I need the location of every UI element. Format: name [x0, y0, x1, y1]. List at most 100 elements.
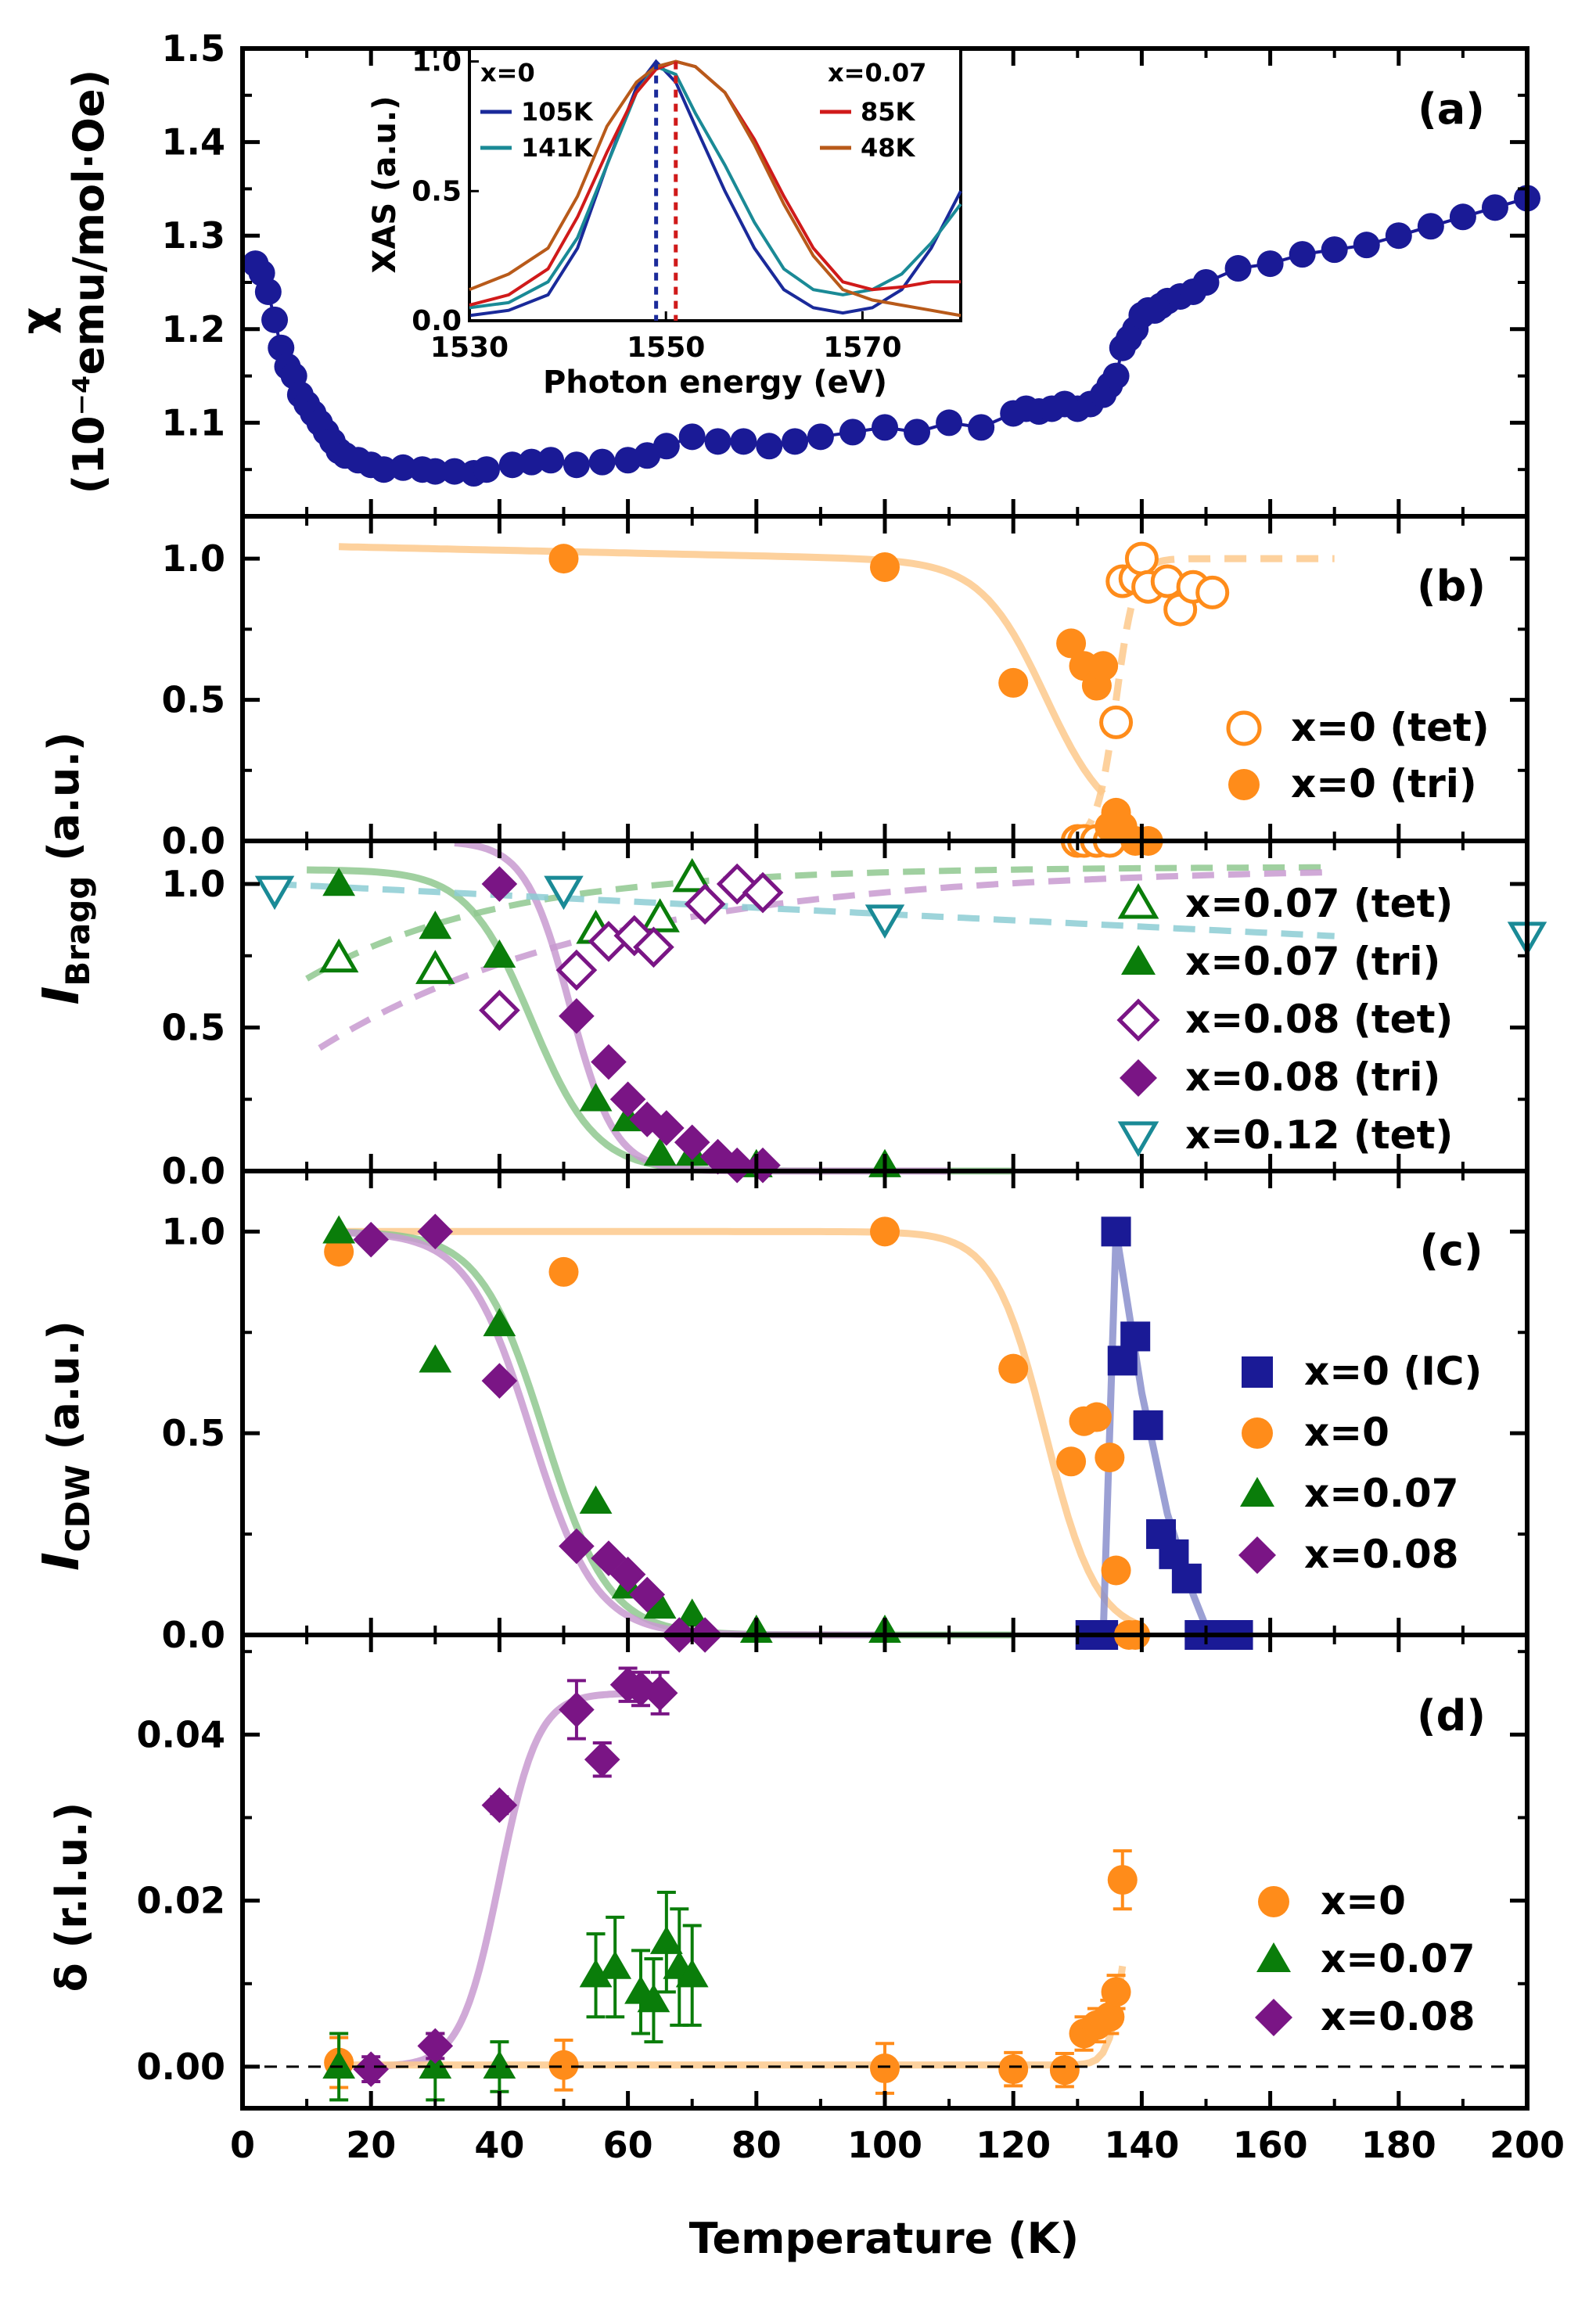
chi-point [756, 433, 783, 460]
x-tick-label: 0 [230, 2124, 255, 2166]
x-tick-label: 180 [1361, 2124, 1436, 2166]
data-point-shape [998, 1353, 1029, 1384]
data-point-shape [417, 2028, 454, 2064]
legend-marker [1117, 1121, 1159, 1157]
data-point-shape [609, 1556, 646, 1593]
data-point [684, 883, 726, 925]
chi-point-shape [1353, 232, 1380, 259]
data-point-shape [559, 1528, 595, 1565]
data-point-shape [1101, 1216, 1131, 1247]
data-point [548, 1256, 579, 1287]
legend-label: x=0 [1304, 1410, 1389, 1455]
data-point-shape [870, 552, 900, 582]
data-point [1101, 1555, 1131, 1586]
legend-label: x=0.07 (tri) [1185, 939, 1440, 984]
data-point [675, 1598, 709, 1627]
chi-point-shape [872, 414, 898, 441]
data-point [649, 1110, 685, 1146]
data-point [864, 904, 905, 939]
data-point [642, 1675, 678, 1712]
data-point-shape [1056, 1446, 1087, 1477]
data-point [649, 1925, 683, 1954]
fit-x0-tri-line [338, 543, 1106, 796]
chi-point [839, 419, 866, 446]
panel-b-label: (b) [1417, 562, 1486, 611]
data-point [548, 2050, 579, 2080]
data-point-shape [419, 911, 452, 940]
inset-y-tick-label: 0.0 [412, 305, 462, 337]
data-point-shape [1095, 1443, 1125, 1473]
chi-point [652, 433, 680, 460]
chi-point-shape [473, 456, 500, 483]
legend-label: x=0.07 (tet) [1185, 881, 1453, 926]
x-tick-label: 120 [976, 2124, 1051, 2166]
chi-point [518, 448, 545, 476]
legend-marker-shape [1242, 1417, 1273, 1449]
data-point [548, 544, 579, 574]
chi-point-shape [730, 428, 757, 455]
legend-marker [1242, 1417, 1273, 1449]
data-point [483, 1308, 516, 1337]
fit-cdw-x0-line [339, 1227, 1144, 1629]
chi-point [390, 454, 417, 481]
fit-curves [253, 196, 1528, 2070]
data-point-shape [548, 2050, 579, 2080]
data-point-shape [640, 898, 680, 932]
data-point-shape [1195, 575, 1230, 609]
data-point [998, 2054, 1029, 2085]
legend-marker-shape [1226, 710, 1262, 746]
data-point [1095, 2002, 1125, 2032]
data-point [1124, 541, 1159, 576]
y-tick-label: 0.0 [162, 1614, 226, 1656]
chi-point-shape [1192, 269, 1220, 296]
legend-marker [1238, 1536, 1276, 1574]
chi-point-shape [1289, 241, 1316, 268]
chi-point-shape [518, 448, 545, 476]
data-marks [242, 185, 1547, 2102]
legend-marker [1226, 710, 1262, 746]
y-tick-label: 0.5 [162, 1007, 226, 1049]
chi-point-shape [839, 419, 866, 446]
inset-x-tick-label: 1530 [430, 332, 509, 364]
data-point-shape [609, 1081, 646, 1118]
data-point [417, 2028, 454, 2064]
data-point [324, 1237, 354, 1267]
data-point-shape [637, 1984, 670, 2013]
chi-point [563, 451, 590, 479]
data-point [609, 1081, 646, 1118]
chi-point-shape [390, 454, 417, 481]
y-tick-label: 0.5 [162, 679, 226, 721]
chi-point-shape [261, 306, 289, 333]
inset-legend-label: 141K [521, 133, 594, 163]
chi-point-shape [904, 419, 931, 446]
data-point [415, 950, 455, 984]
y-tick-label: 0.04 [137, 1713, 226, 1755]
data-point-shape [322, 2050, 356, 2079]
chi-point-shape [807, 423, 834, 451]
chi-point-shape [756, 433, 783, 460]
legend-marker-shape [1117, 1121, 1159, 1157]
chi-point [1102, 362, 1130, 390]
data-point [584, 1741, 620, 1778]
legend-label: x=0.08 (tet) [1185, 997, 1453, 1042]
data-point [998, 667, 1029, 698]
data-point [998, 1353, 1029, 1384]
chi-point [370, 456, 397, 483]
data-point-shape [1095, 2002, 1125, 2032]
inset-legend-label: 48K [861, 133, 916, 163]
chi-point [1192, 269, 1220, 296]
data-point [1099, 705, 1134, 739]
legend-label: x=0 (tri) [1291, 761, 1477, 807]
data-point-shape [1081, 1402, 1112, 1432]
chi-point [936, 409, 963, 437]
data-point [1101, 1977, 1131, 2007]
inset-x-tick-label: 1570 [823, 332, 901, 364]
data-point-shape [483, 2050, 516, 2079]
panel-a-ylabel: (10⁻⁴emu/mol·Oe) [64, 70, 113, 494]
data-point [481, 1363, 518, 1399]
data-point [1101, 1216, 1131, 1247]
panel-b-ylabel: IBragg (a.u.) [33, 731, 97, 1004]
y-tick-label: 1.4 [162, 121, 226, 163]
chi-point-shape [422, 458, 449, 485]
